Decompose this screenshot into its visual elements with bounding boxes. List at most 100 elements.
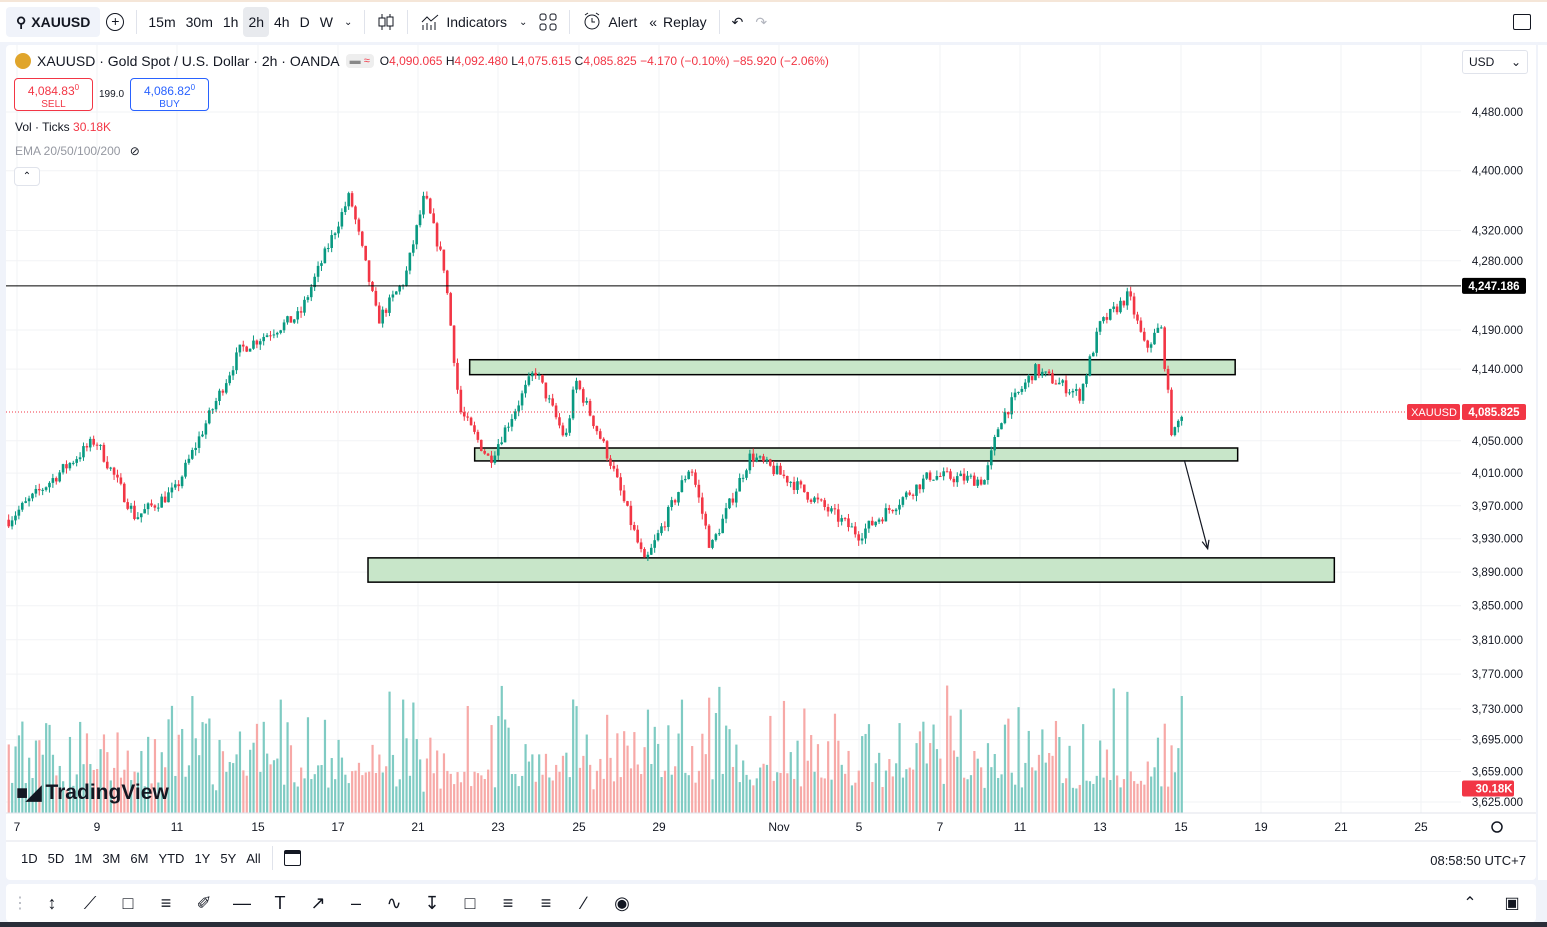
support-resistance-zone[interactable]: [367, 557, 1336, 583]
range-ytd[interactable]: YTD: [158, 850, 185, 866]
candle: [160, 493, 163, 508]
legend-status[interactable]: ▬ ≈: [345, 54, 374, 68]
undo-button[interactable]: ↶: [726, 7, 750, 37]
compare-button[interactable]: +: [100, 7, 130, 37]
support-resistance-zone[interactable]: [468, 358, 1236, 376]
tool-circle[interactable]: ◉: [604, 888, 640, 918]
collapse-legend-button[interactable]: ⌃: [14, 167, 40, 186]
candle: [1115, 303, 1119, 315]
interval-4h[interactable]: 4h: [274, 14, 290, 30]
replay-button[interactable]: « Replay: [643, 7, 712, 37]
fullscreen-button[interactable]: [1507, 7, 1537, 37]
interval-W[interactable]: W: [319, 14, 333, 30]
interval-2h[interactable]: 2h: [243, 7, 270, 37]
tool-rectangle[interactable]: □: [110, 888, 146, 918]
collapse-toolbar-button[interactable]: ⌃: [1452, 888, 1488, 918]
drag-handle-icon[interactable]: ⋮: [12, 895, 28, 912]
tool-cursor-cross[interactable]: ↕: [34, 888, 70, 918]
tool-brush[interactable]: ✐: [186, 888, 222, 918]
maximize-button[interactable]: ▣: [1494, 888, 1530, 918]
volume-legend[interactable]: Vol · Ticks 30.18K: [15, 120, 112, 134]
volume-bar: [459, 782, 463, 813]
candle: [721, 514, 724, 534]
range-6m[interactable]: 6M: [130, 850, 149, 866]
volume-bar: [395, 786, 398, 813]
range-3m[interactable]: 3M: [102, 850, 121, 866]
volume-bar: [174, 775, 177, 813]
tool-horizontal-line[interactable]: –: [338, 888, 374, 918]
interval-D[interactable]: D: [299, 14, 310, 30]
redo-icon: ↷: [755, 13, 768, 30]
tool-horizontal-ray[interactable]: —: [224, 888, 260, 918]
range-1d[interactable]: 1D: [21, 850, 38, 866]
settings-gear-icon[interactable]: [1491, 821, 1503, 833]
candle: [1051, 369, 1054, 384]
arrow-drawing[interactable]: [1183, 459, 1210, 551]
volume-bar: [864, 733, 867, 813]
price-chart[interactable]: 4,480.000 4,400.000 4,320.000 4,280.000 4,19…: [6, 45, 1536, 845]
short-position-icon: ≡: [540, 892, 552, 913]
price-tick-label: 3,970.000: [1472, 501, 1523, 513]
interval-dropdown[interactable]: ⌄: [338, 7, 358, 37]
support-resistance-zone[interactable]: [473, 447, 1239, 462]
volume-bar: [650, 763, 653, 813]
volume-bar: [225, 771, 228, 813]
volume-bar: [901, 777, 905, 813]
redo-button[interactable]: ↷: [749, 7, 773, 37]
range-1y[interactable]: 1Y: [194, 850, 211, 866]
volume-bar: [555, 764, 558, 813]
tool-short-position[interactable]: ≡: [528, 888, 564, 918]
tool-long-position[interactable]: ≡: [490, 888, 526, 918]
layouts-button[interactable]: [533, 7, 563, 37]
sell-button[interactable]: 4,084.830 SELL: [14, 78, 93, 111]
arrow-icon: ↗: [310, 892, 326, 913]
range-all[interactable]: All: [246, 850, 261, 866]
goto-date-button[interactable]: [279, 845, 306, 871]
tradingview-logo[interactable]: ■◢ TradingView: [16, 780, 169, 805]
tool-arrow[interactable]: ↗: [300, 888, 336, 918]
volume-bar: [449, 773, 452, 813]
rewind-icon: «: [649, 14, 658, 30]
volume-bar: [606, 714, 609, 813]
volume-bar: [687, 775, 690, 813]
buy-button[interactable]: 4,086.820 BUY: [130, 78, 210, 111]
price-axis[interactable]: [1461, 45, 1536, 845]
tool-parallel-channel[interactable]: ∕: [566, 888, 602, 918]
range-5y[interactable]: 5Y: [220, 850, 237, 866]
symbol-search[interactable]: ⚲ XAUUSD: [6, 7, 101, 37]
volume-bar: [918, 731, 922, 813]
ema-legend[interactable]: EMA 20/50/100/200 ⊘: [15, 144, 140, 158]
range-1m[interactable]: 1M: [74, 850, 93, 866]
tool-path[interactable]: ∿: [376, 888, 412, 918]
candle: [357, 217, 361, 236]
volume-bar: [473, 771, 476, 813]
volume-bar: [1071, 787, 1075, 813]
volume-bar: [1143, 784, 1146, 813]
tool-callout[interactable]: □: [452, 888, 488, 918]
candle: [877, 517, 881, 525]
volume-bar: [925, 763, 928, 813]
candle: [41, 487, 44, 496]
interval-1h[interactable]: 1h: [222, 14, 239, 30]
volume-bar: [782, 700, 786, 813]
candle: [884, 503, 888, 522]
tool-fib-retracement[interactable]: ≡: [148, 888, 184, 918]
indicators-button[interactable]: Indicators ⌄: [414, 7, 533, 37]
candle: [530, 371, 534, 382]
tool-text[interactable]: T: [262, 888, 298, 918]
eye-hidden-icon[interactable]: ⊘: [129, 144, 140, 158]
clock[interactable]: 08:58:50 UTC+7: [1430, 853, 1526, 868]
range-5d[interactable]: 5D: [47, 850, 65, 866]
tool-measure[interactable]: ↧: [414, 888, 450, 918]
interval-15m[interactable]: 15m: [148, 14, 176, 30]
currency-select[interactable]: USD ⌄: [1462, 50, 1528, 74]
interval-30m[interactable]: 30m: [185, 14, 213, 30]
candle: [286, 315, 289, 325]
tool-trend-line[interactable]: ⟋: [72, 888, 108, 918]
candle: [1010, 392, 1013, 419]
chevron-up-icon: ⌃: [22, 171, 32, 182]
alert-button[interactable]: Alert: [576, 7, 643, 37]
chart-type-button[interactable]: [371, 7, 401, 37]
long-position-icon: ≡: [502, 892, 514, 913]
volume-bar: [504, 719, 507, 813]
